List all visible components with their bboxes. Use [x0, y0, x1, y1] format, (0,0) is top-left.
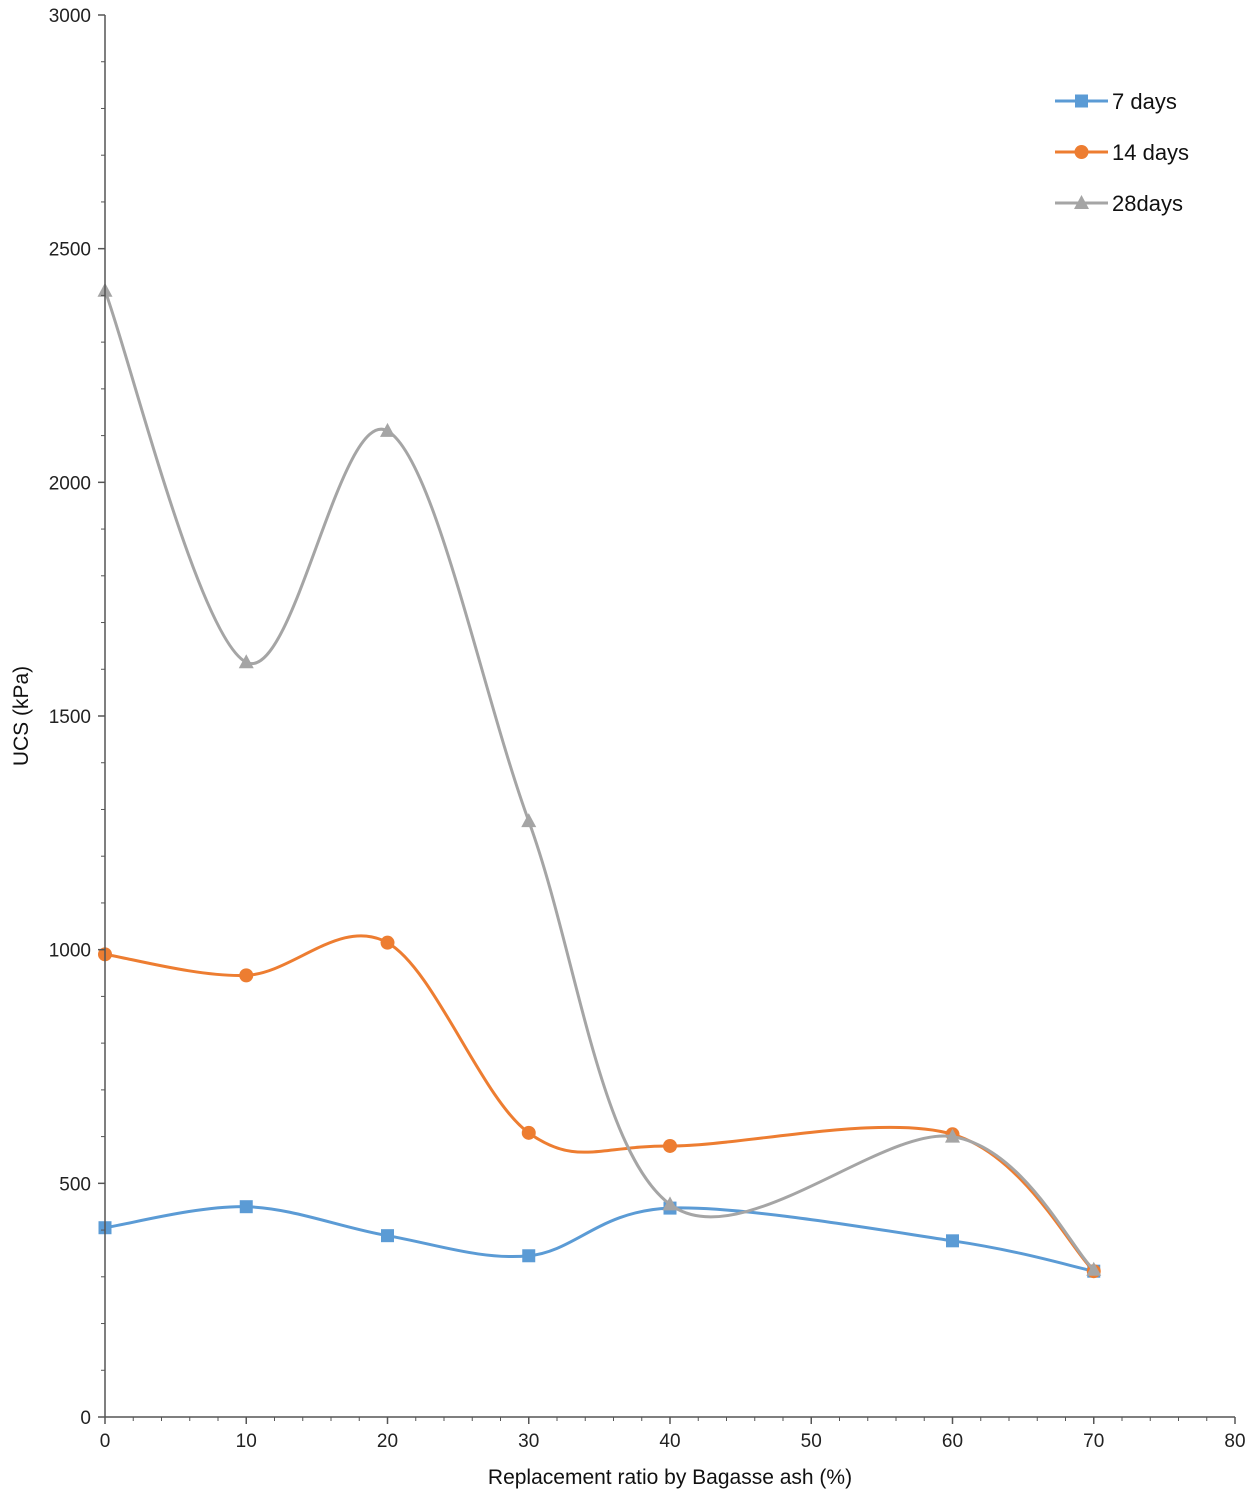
x-tick-label: 0: [100, 1431, 111, 1452]
y-tick-label: 1500: [49, 707, 91, 728]
y-tick-label: 0: [80, 1408, 91, 1429]
x-tick-label: 40: [659, 1431, 680, 1452]
series-line: [104, 934, 1095, 1273]
data-point: [381, 1229, 394, 1243]
data-point: [663, 1138, 677, 1153]
y-tick-label: 2000: [49, 473, 91, 494]
y-tick-label: 500: [59, 1174, 91, 1195]
data-point: [380, 422, 395, 437]
x-tick-label: 50: [801, 1431, 822, 1452]
data-point: [239, 1200, 253, 1214]
y-tick-label: 2500: [49, 240, 91, 261]
series-layer: [97, 282, 1102, 1279]
data-point: [521, 1125, 536, 1140]
series-1: [98, 1200, 1101, 1278]
x-ticks: 0 10 20 30 40 50 60 70 80: [100, 1417, 1246, 1452]
data-point: [521, 813, 537, 828]
data-point: [238, 654, 254, 669]
data-point: [522, 1249, 536, 1263]
x-tick-label: 20: [377, 1431, 398, 1452]
legend-marker: [1074, 195, 1089, 209]
legend: 7 days 14 days 28days: [1055, 89, 1189, 216]
data-point: [239, 968, 254, 983]
x-tick-label: 10: [236, 1431, 257, 1452]
series-3: [97, 282, 1102, 1276]
series-line: [104, 1205, 1095, 1273]
legend-item: 14 days: [1055, 140, 1189, 165]
y-ticks: 0 500 1000 1500 2000 2500 3000: [49, 6, 105, 1429]
data-point: [946, 1234, 959, 1248]
legend-label: 7 days: [1112, 89, 1177, 114]
x-tick-label: 30: [518, 1431, 539, 1452]
x-tick-label: 60: [942, 1431, 963, 1452]
legend-label: 14 days: [1112, 140, 1189, 165]
legend-marker: [1074, 145, 1089, 159]
y-tick-label: 1000: [49, 941, 91, 962]
legend-item: 7 days: [1055, 89, 1177, 114]
x-axis-title: Replacement ratio by Bagasse ash (%): [488, 1466, 852, 1489]
x-tick-label: 80: [1224, 1431, 1245, 1452]
data-point: [945, 1128, 960, 1143]
y-axis-title: UCS (kPa): [10, 666, 33, 766]
data-point: [1086, 1261, 1102, 1276]
series-line: [103, 290, 1095, 1271]
legend-marker: [1075, 94, 1088, 108]
data-point: [662, 1196, 678, 1211]
legend-label: 28days: [1112, 191, 1183, 216]
legend-item: 28days: [1055, 191, 1183, 216]
y-tick-label: 3000: [49, 6, 91, 27]
x-tick-label: 70: [1083, 1431, 1104, 1452]
data-point: [380, 935, 395, 950]
